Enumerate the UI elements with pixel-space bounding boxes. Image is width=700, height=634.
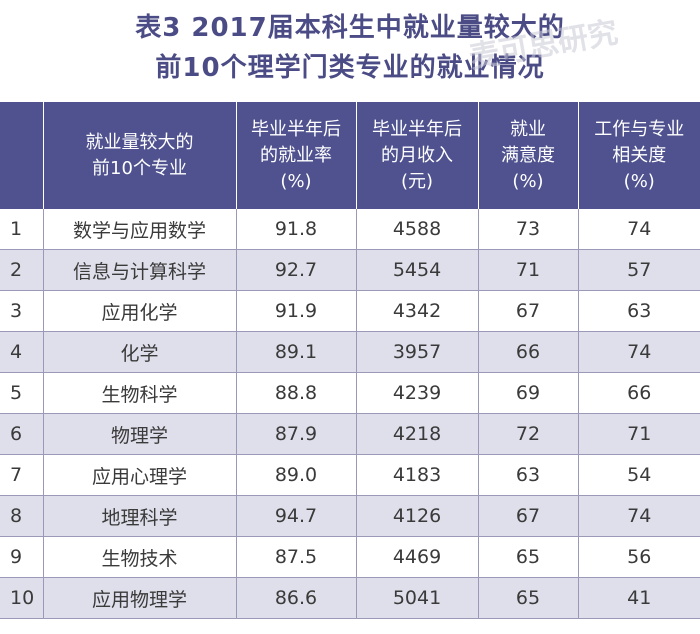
relevance-cell: 74: [578, 331, 700, 373]
employment-rate-cell: 94.7: [236, 495, 357, 537]
monthly-income-cell: 5041: [356, 577, 479, 619]
relevance-cell: 56: [578, 536, 700, 578]
employment-rate-cell: 89.1: [236, 331, 357, 373]
employment-rate-cell: 91.8: [236, 209, 357, 250]
rank-cell: 3: [0, 290, 44, 332]
header-line: 的月收入: [381, 144, 453, 166]
relevance-cell: 71: [578, 413, 700, 455]
table-row: 2 信息与计算科学 92.7 5454 71 57: [0, 249, 700, 291]
rank-cell: 6: [0, 413, 44, 455]
table-row: 3 应用化学 91.9 4342 67 63: [0, 290, 700, 332]
rank-cell: 1: [0, 209, 44, 250]
header-line: 相关度: [612, 144, 667, 166]
header-line: 就业: [510, 118, 546, 140]
employment-rate-cell: 91.9: [236, 290, 357, 332]
header-relevance: 工作与专业相关度 (%): [578, 102, 700, 209]
monthly-income-cell: 4588: [356, 209, 479, 250]
major-cell: 地理科学: [43, 495, 237, 537]
header-line: 前10个专业: [92, 157, 187, 179]
table-row: 10 应用物理学 86.6 5041 65 41: [0, 577, 700, 619]
satisfaction-cell: 69: [478, 372, 579, 414]
monthly-income-cell: 4126: [356, 495, 479, 537]
header-line: 就业量较大的: [85, 131, 194, 153]
header-monthly-income: 毕业半年后的月收入 (元): [356, 102, 479, 209]
satisfaction-cell: 73: [478, 209, 579, 250]
table-header-row: 就业量较大的 前10个专业 毕业半年后 的就业率 (%) 毕业半年后 的月收入 (元) 就业 满意…: [0, 102, 700, 209]
major-cell: 应用化学: [43, 290, 237, 332]
employment-table: 就业量较大的 前10个专业 毕业半年后 的就业率 (%) 毕业半年后 的月收入 (元) 就业 满意…: [0, 102, 700, 619]
table-title-line-2: 前10个理学门类专业的就业情况: [155, 53, 545, 83]
table-row: 8 地理科学 94.7 4126 67 74: [0, 495, 700, 537]
satisfaction-cell: 71: [478, 249, 579, 291]
table-row: 9 生物技术 87.5 4469 65 56: [0, 536, 700, 578]
monthly-income-cell: 4469: [356, 536, 479, 578]
header-line: 满意度: [501, 144, 555, 166]
table-title-line-1: 表3 2017届本科生中就业量较大的: [135, 13, 565, 43]
employment-rate-cell: 92.7: [236, 249, 357, 291]
header-line: 毕业半年后: [251, 118, 341, 140]
satisfaction-cell: 63: [478, 454, 579, 496]
rank-cell: 8: [0, 495, 44, 537]
satisfaction-cell: 72: [478, 413, 579, 455]
relevance-cell: 63: [578, 290, 700, 332]
monthly-income-cell: 4342: [356, 290, 479, 332]
header-satisfaction: 就业满意度 (%): [478, 102, 579, 209]
monthly-income-cell: 4183: [356, 454, 479, 496]
relevance-cell: 66: [578, 372, 700, 414]
relevance-cell: 74: [578, 209, 700, 250]
table-row: 4 化学 89.1 3957 66 74: [0, 331, 700, 373]
satisfaction-cell: 65: [478, 536, 579, 578]
rank-cell: 2: [0, 249, 44, 291]
rank-cell: 7: [0, 454, 44, 496]
relevance-cell: 74: [578, 495, 700, 537]
table-row: 1 数学与应用数学 91.8 4588 73 74: [0, 209, 700, 250]
table-title: 表3 2017届本科生中就业量较大的 前10个理学门类专业的就业情况: [0, 0, 700, 100]
satisfaction-cell: 67: [478, 290, 579, 332]
major-cell: 应用心理学: [43, 454, 237, 496]
header-line: (%): [623, 170, 655, 192]
header-line: (元): [400, 170, 434, 192]
major-cell: 物理学: [43, 413, 237, 455]
major-cell: 应用物理学: [43, 577, 237, 619]
monthly-income-cell: 4239: [356, 372, 479, 414]
header-employment-rate: 毕业半年后的就业率 (%): [236, 102, 357, 209]
relevance-cell: 54: [578, 454, 700, 496]
employment-rate-cell: 87.9: [236, 413, 357, 455]
monthly-income-cell: 4218: [356, 413, 479, 455]
employment-rate-cell: 86.6: [236, 577, 357, 619]
table-body: 1 数学与应用数学 91.8 4588 73 74 2 信息与计算科学 92.7 5454 71 57…: [0, 209, 700, 619]
rank-cell: 10: [0, 577, 44, 619]
satisfaction-cell: 65: [478, 577, 579, 619]
major-cell: 化学: [43, 331, 237, 373]
table-row: 6 物理学 87.9 4218 72 71: [0, 413, 700, 455]
relevance-cell: 57: [578, 249, 700, 291]
rank-cell: 5: [0, 372, 44, 414]
header-rank: [0, 102, 44, 209]
header-line: (%): [512, 170, 544, 192]
header-line: 工作与专业: [594, 118, 685, 140]
header-line: 毕业半年后: [372, 118, 462, 140]
major-cell: 数学与应用数学: [43, 209, 237, 250]
rank-cell: 9: [0, 536, 44, 578]
employment-rate-cell: 87.5: [236, 536, 357, 578]
satisfaction-cell: 67: [478, 495, 579, 537]
header-line: (%): [280, 170, 312, 192]
major-cell: 生物技术: [43, 536, 237, 578]
satisfaction-cell: 66: [478, 331, 579, 373]
relevance-cell: 41: [578, 577, 700, 619]
table-header: 就业量较大的 前10个专业 毕业半年后 的就业率 (%) 毕业半年后 的月收入 (元) 就业 满意…: [0, 102, 700, 209]
table-row: 5 生物科学 88.8 4239 69 66: [0, 372, 700, 414]
monthly-income-cell: 3957: [356, 331, 479, 373]
employment-rate-cell: 89.0: [236, 454, 357, 496]
table-row: 7 应用心理学 89.0 4183 63 54: [0, 454, 700, 496]
rank-cell: 4: [0, 331, 44, 373]
header-major: 就业量较大的 前10个专业: [43, 102, 237, 209]
header-line: 的就业率: [260, 144, 332, 166]
monthly-income-cell: 5454: [356, 249, 479, 291]
employment-rate-cell: 88.8: [236, 372, 357, 414]
major-cell: 生物科学: [43, 372, 237, 414]
major-cell: 信息与计算科学: [43, 249, 237, 291]
